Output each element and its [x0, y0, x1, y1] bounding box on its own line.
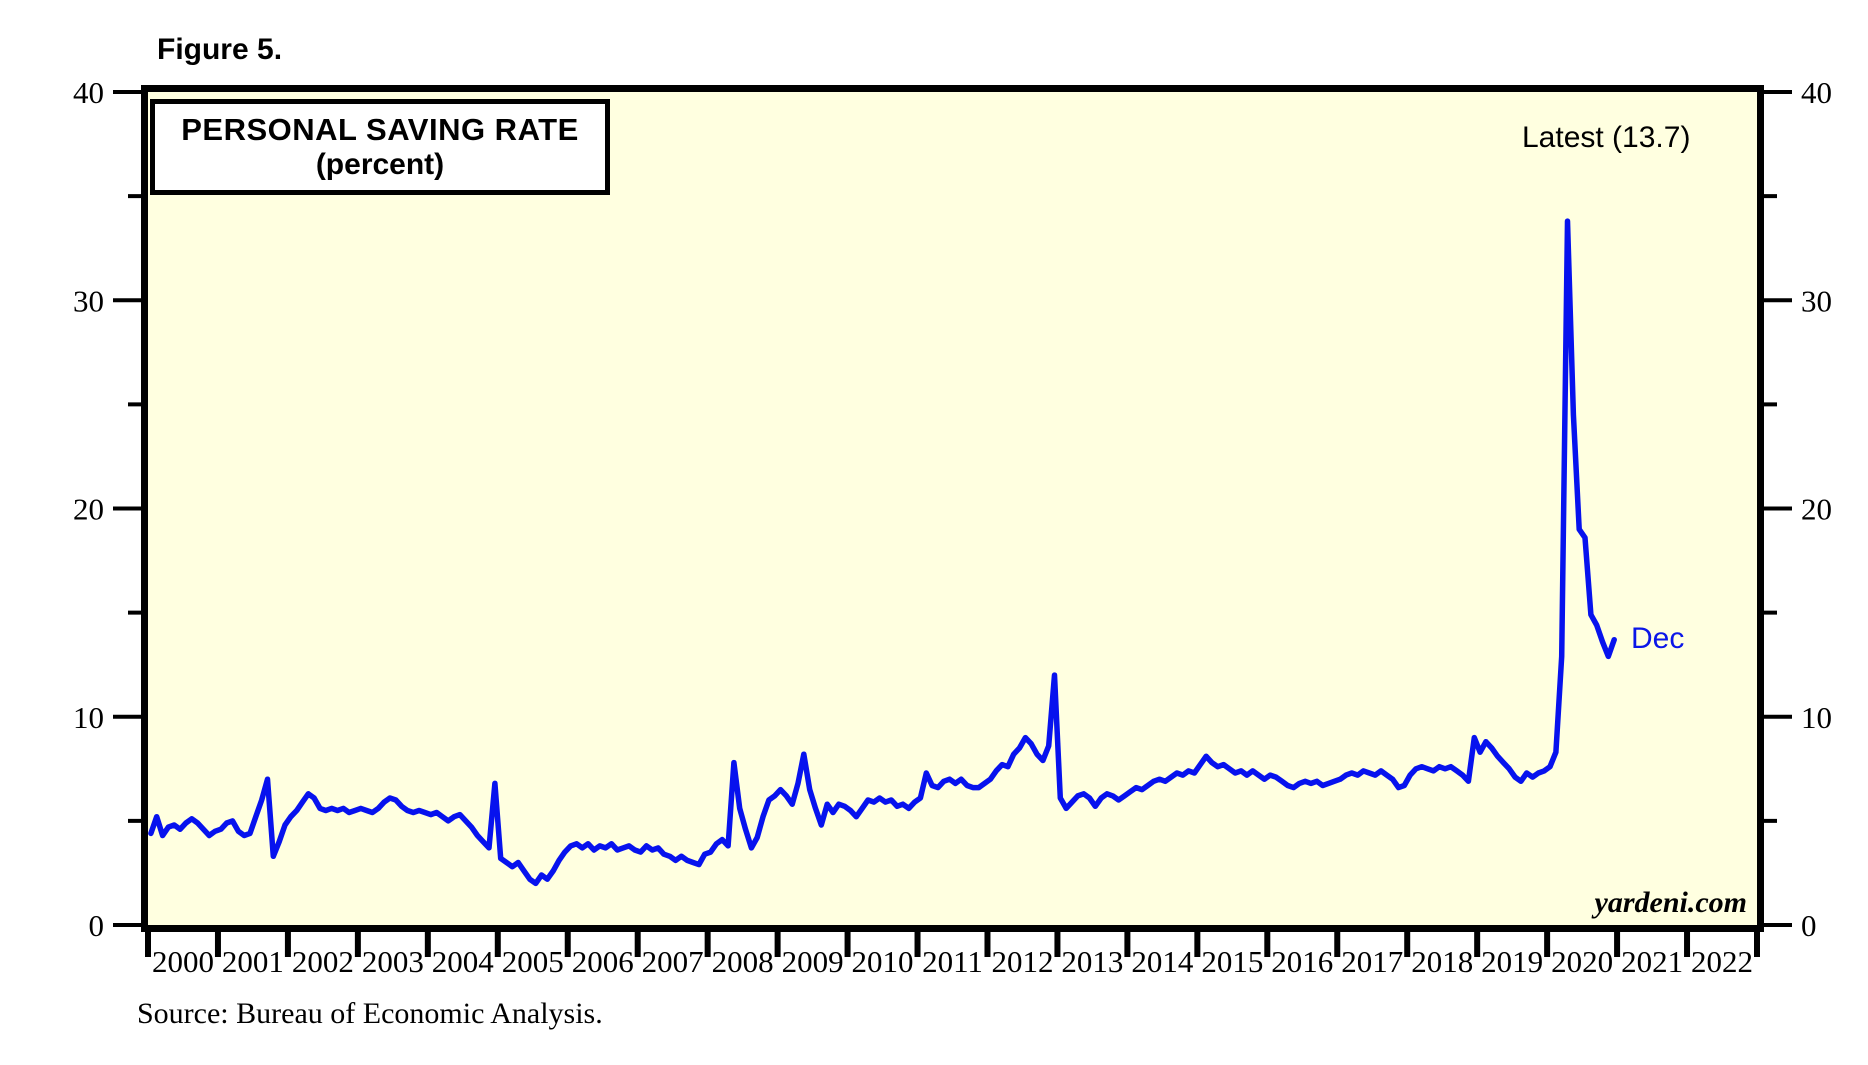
- x-axis-year-label: 2018: [1411, 944, 1473, 979]
- y-axis-label-right: 30: [1801, 283, 1832, 318]
- y-axis-label-left: 20: [73, 492, 104, 527]
- source-note: Source: Bureau of Economic Analysis.: [137, 997, 603, 1030]
- x-axis-year-label: 2014: [1131, 944, 1194, 979]
- x-axis-year-label: 2021: [1621, 944, 1683, 979]
- plot-frame: [141, 85, 1764, 932]
- chart-title-box: PERSONAL SAVING RATE (percent): [150, 99, 610, 195]
- x-axis-year-label: 2013: [1061, 944, 1123, 979]
- x-axis-year-label: 2010: [852, 944, 914, 979]
- y-axis-label-right: 10: [1801, 700, 1832, 735]
- y-axis-label-left: 30: [73, 283, 104, 318]
- y-axis-label-left: 10: [73, 700, 104, 735]
- x-axis-year-label: 2020: [1551, 944, 1613, 979]
- x-axis-year-label: 2009: [782, 944, 844, 979]
- x-axis-year-label: 2003: [362, 944, 424, 979]
- x-axis-year-label: 2004: [432, 944, 495, 979]
- saving-rate-line: [148, 218, 1617, 887]
- x-axis-year-label: 2022: [1691, 944, 1753, 979]
- chart-title: PERSONAL SAVING RATE: [181, 112, 579, 147]
- y-axis-label-right: 0: [1801, 908, 1817, 943]
- x-axis-year-label: 2011: [922, 944, 983, 979]
- y-axis-label-left: 0: [89, 908, 105, 943]
- x-axis-year-label: 2006: [572, 944, 634, 979]
- y-axis-label-right: 40: [1801, 75, 1832, 110]
- x-axis-year-label: 2017: [1341, 944, 1403, 979]
- latest-value-annotation: Latest (13.7): [1522, 121, 1691, 154]
- x-axis-year-label: 2005: [502, 944, 564, 979]
- x-axis-year-label: 2002: [292, 944, 354, 979]
- x-axis-year-label: 2012: [991, 944, 1053, 979]
- x-axis-year-label: 2016: [1271, 944, 1333, 979]
- x-axis-year-label: 2019: [1481, 944, 1543, 979]
- series-end-label: Dec: [1631, 622, 1685, 655]
- x-axis-year-label: 2001: [222, 944, 284, 979]
- y-axis-label-left: 40: [73, 75, 104, 110]
- x-axis-year-label: 2015: [1201, 944, 1263, 979]
- watermark-yardeni: yardeni.com: [1594, 886, 1747, 919]
- y-axis-label-right: 20: [1801, 492, 1832, 527]
- x-axis-year-label: 2007: [642, 944, 704, 979]
- x-axis-year-label: 2000: [152, 944, 214, 979]
- figure-label: Figure 5.: [157, 33, 283, 66]
- x-axis-year-label: 2008: [712, 944, 774, 979]
- chart-subtitle: (percent): [315, 148, 445, 181]
